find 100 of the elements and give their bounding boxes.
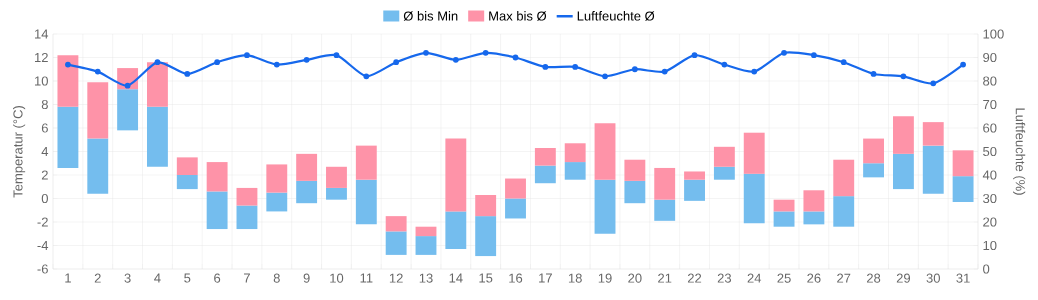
x-tick-label: 22 <box>687 273 702 283</box>
bar <box>654 199 676 221</box>
bar <box>87 138 109 194</box>
bar <box>147 62 168 107</box>
bar <box>57 55 79 107</box>
x-tick-label: 9 <box>303 273 310 283</box>
point <box>154 59 161 66</box>
bar <box>87 82 109 139</box>
bar <box>415 236 437 255</box>
point <box>781 49 787 56</box>
bar <box>624 180 646 204</box>
bar <box>922 122 944 146</box>
bar <box>594 123 616 180</box>
bar <box>475 216 497 257</box>
y-tick-label: 12 <box>35 52 48 63</box>
bar <box>803 211 825 225</box>
y2-tick-label: 70 <box>983 99 997 110</box>
bar <box>773 211 795 227</box>
bar <box>564 162 586 180</box>
y2-tick-label: 40 <box>982 170 997 180</box>
bar <box>117 89 139 131</box>
bar <box>236 187 258 206</box>
x-tick-label: 20 <box>628 273 642 283</box>
y-axis-title: Temperatur (°C) <box>13 106 26 198</box>
bar <box>415 226 437 237</box>
y2-tick-label: 10 <box>983 240 997 251</box>
bar <box>892 153 914 190</box>
x-tick-label: 10 <box>330 273 344 283</box>
point <box>691 52 698 59</box>
bar <box>385 216 407 232</box>
bar <box>833 196 855 227</box>
point <box>661 68 668 75</box>
point <box>840 59 847 66</box>
point <box>930 80 937 87</box>
y2-tick-label: 60 <box>983 123 997 133</box>
bar <box>833 159 855 197</box>
x-tick-label: 31 <box>956 273 970 283</box>
bar <box>505 178 526 199</box>
bar <box>892 116 914 154</box>
x-tick-label: 15 <box>479 273 493 283</box>
y2-tick-label: 90 <box>983 52 997 63</box>
legend-label: Luftfeuchte Ø <box>577 11 655 21</box>
point <box>423 49 429 56</box>
bar <box>326 187 347 200</box>
x-tick-label: 28 <box>867 273 881 283</box>
bar <box>147 106 168 167</box>
x-tick-label: 27 <box>837 273 851 283</box>
x-tick-label: 12 <box>389 273 403 283</box>
point <box>184 71 191 77</box>
point <box>94 68 101 75</box>
x-tick-label: 14 <box>449 273 463 283</box>
bar <box>773 199 795 212</box>
y-tick-label: 2 <box>41 170 48 180</box>
bar <box>684 171 705 180</box>
y-tick-label: -4 <box>37 241 49 250</box>
point <box>482 49 489 56</box>
y2-axis-title: Luftfeuchte (%) <box>1013 108 1026 195</box>
bar <box>445 211 467 250</box>
point <box>512 54 519 61</box>
bar <box>654 167 676 200</box>
bar <box>803 190 825 212</box>
bar <box>266 192 288 212</box>
x-tick-label: 21 <box>658 273 672 283</box>
point <box>214 59 221 66</box>
y-tick-label: 0 <box>41 193 48 204</box>
legend-label: Max bis Ø <box>489 11 547 21</box>
x-tick-label: 13 <box>419 273 433 283</box>
bar <box>952 150 974 177</box>
x-tick-label: 25 <box>777 273 791 283</box>
bar <box>445 138 467 212</box>
point <box>124 82 131 89</box>
bar <box>863 138 885 164</box>
point <box>452 56 459 63</box>
bar <box>564 143 586 163</box>
point <box>631 66 638 73</box>
y-tick-label: 4 <box>41 147 49 156</box>
x-tick-label: 2 <box>94 273 101 283</box>
point <box>810 52 817 59</box>
bar <box>296 153 318 181</box>
bar <box>534 165 556 184</box>
point <box>572 63 579 70</box>
y2-tick-label: 50 <box>983 146 997 157</box>
x-tick-label: 24 <box>747 273 762 283</box>
x-tick-label: 1 <box>65 273 71 283</box>
bar <box>296 180 318 204</box>
bar <box>952 176 974 203</box>
x-tick-label: 4 <box>154 273 161 283</box>
point <box>960 61 966 68</box>
bar <box>624 159 646 181</box>
bar <box>505 198 526 219</box>
point <box>244 52 250 59</box>
x-tick-label: 8 <box>273 273 280 283</box>
x-tick-label: 6 <box>214 273 221 283</box>
bar <box>534 147 556 166</box>
bar <box>326 166 347 188</box>
bar <box>206 162 228 192</box>
point <box>751 68 758 75</box>
bar <box>743 132 765 174</box>
point <box>602 73 608 80</box>
y-tick-label: 10 <box>35 76 48 86</box>
